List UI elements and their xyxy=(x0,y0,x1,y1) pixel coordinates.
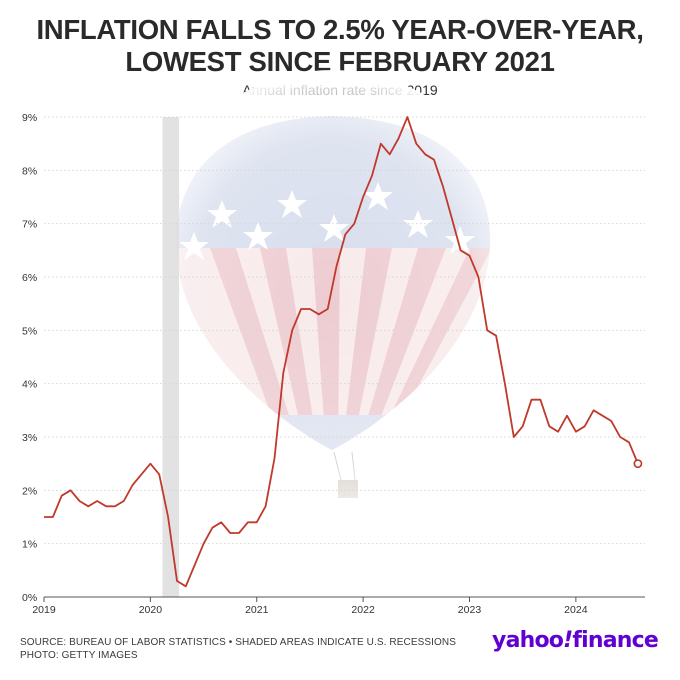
x-tick-label: 2021 xyxy=(245,604,269,616)
logo-product: finance xyxy=(572,628,658,653)
inflation-line-chart: 0% 1% 2% 3% 4% 5% 6% 7% 8% 9% 2019 2020 2021 2022 202… xyxy=(22,70,645,616)
title-line-1: INFLATION FALLS TO 2.5% YEAR-OVER-YEAR, xyxy=(36,14,644,45)
x-tick-label: 2023 xyxy=(458,604,482,616)
photo-credit: PHOTO: GETTY IMAGES xyxy=(20,650,138,661)
source-note: SOURCE: BUREAU OF LABOR STATISTICS • SHA… xyxy=(20,637,456,648)
y-tick-label: 2% xyxy=(22,485,37,497)
yahoo-finance-logo: yahoo!finance xyxy=(492,628,659,653)
y-tick-label: 4% xyxy=(22,379,37,391)
logo-bang: ! xyxy=(563,628,573,653)
y-axis-ticks: 0% 1% 2% 3% 4% 5% 6% 7% 8% 9% xyxy=(22,112,37,604)
gridlines xyxy=(44,116,645,545)
y-tick-label: 3% xyxy=(22,432,37,444)
y-tick-label: 7% xyxy=(22,219,37,231)
y-tick-label: 9% xyxy=(22,112,37,124)
x-tick-label: 2020 xyxy=(139,604,163,616)
y-tick-label: 1% xyxy=(22,539,37,551)
latest-value-marker xyxy=(633,459,643,469)
logo-word: yahoo xyxy=(492,628,564,653)
x-tick-label: 2019 xyxy=(32,604,56,616)
x-tick-label: 2024 xyxy=(564,604,588,616)
chart-title: INFLATION FALLS TO 2.5% YEAR-OVER-YEAR, … xyxy=(0,14,680,78)
recession-shading xyxy=(162,117,180,597)
y-tick-label: 0% xyxy=(22,592,37,604)
y-tick-label: 8% xyxy=(22,165,37,177)
y-tick-label: 5% xyxy=(22,325,37,337)
inflation-series-line xyxy=(44,116,639,588)
x-axis-ticks: 2019 2020 2021 2022 2023 2024 xyxy=(32,597,588,616)
x-tick-label: 2022 xyxy=(351,604,375,616)
footer-notes: SOURCE: BUREAU OF LABOR STATISTICS • SHA… xyxy=(20,636,456,662)
y-tick-label: 6% xyxy=(22,272,37,284)
